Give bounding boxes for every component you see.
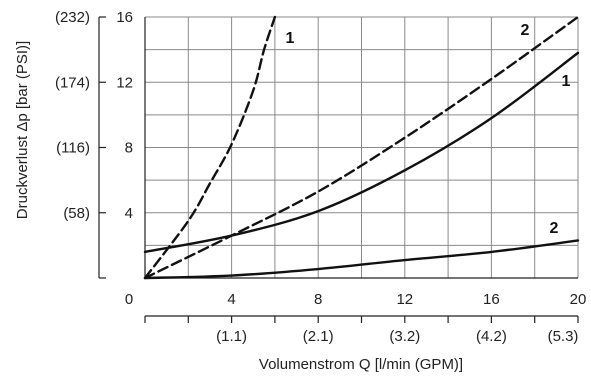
series [143, 15, 580, 280]
x-secondary-tick-label: (4.2) [476, 328, 507, 345]
x-tick-label: 16 [483, 291, 500, 308]
y-axis-title: Druckverlust Δp [bar (PSI)] [14, 41, 31, 219]
tick-labels: 0 4 8 12 16 20(1.1) (2.1) (3.2) (4.2) (5.3)481216… [55, 9, 586, 345]
x-tick-label: 4 [227, 291, 235, 308]
series-label: 1 [562, 73, 571, 90]
y-secondary-tick-label: (174) [55, 74, 90, 91]
y-tick-label: 4 [125, 205, 133, 222]
x-secondary-tick-label: (1.1) [216, 328, 247, 345]
y-tick-label: 16 [116, 9, 133, 26]
x-tick-label: 0 [125, 291, 133, 308]
x-tick-label: 8 [314, 291, 322, 308]
x-secondary-tick-label: (5.3) [548, 328, 579, 345]
series-label: 2 [550, 220, 559, 237]
series-line-solid-1 [143, 51, 580, 254]
x-secondary-tick-label: (3.2) [389, 328, 420, 345]
x-tick-label: 12 [396, 291, 413, 308]
grid [145, 16, 579, 278]
axes [98, 16, 579, 323]
y-secondary-tick-label: (232) [55, 9, 90, 26]
y-secondary-tick-label: (116) [56, 140, 90, 157]
y-tick-label: 12 [116, 74, 133, 91]
series-line-dashed-1 [143, 15, 277, 280]
y-secondary-tick-label: (58) [63, 205, 90, 222]
series-line-solid-2 [143, 239, 580, 280]
series-label: 2 [521, 22, 530, 39]
x-tick-label: 20 [570, 291, 587, 308]
y-tick-label: 8 [125, 140, 133, 157]
x-secondary-tick-label: (2.1) [303, 328, 334, 345]
x-axis-title: Volumenstrom Q [l/min (GPM)] [259, 356, 463, 373]
series-label: 1 [286, 30, 295, 47]
